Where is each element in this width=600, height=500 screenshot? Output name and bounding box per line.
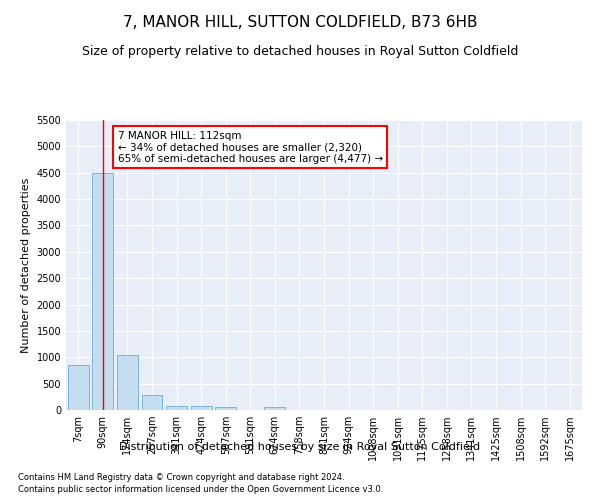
- Y-axis label: Number of detached properties: Number of detached properties: [21, 178, 31, 352]
- Text: 7, MANOR HILL, SUTTON COLDFIELD, B73 6HB: 7, MANOR HILL, SUTTON COLDFIELD, B73 6HB: [123, 15, 477, 30]
- Text: Contains public sector information licensed under the Open Government Licence v3: Contains public sector information licen…: [18, 485, 383, 494]
- Text: Contains HM Land Registry data © Crown copyright and database right 2024.: Contains HM Land Registry data © Crown c…: [18, 472, 344, 482]
- Bar: [166, 406, 187, 410]
- Bar: [265, 408, 286, 410]
- Bar: [191, 406, 212, 410]
- Bar: [117, 354, 138, 410]
- Bar: [215, 408, 236, 410]
- Bar: [142, 395, 163, 410]
- Bar: [68, 365, 89, 410]
- Text: 7 MANOR HILL: 112sqm
← 34% of detached houses are smaller (2,320)
65% of semi-de: 7 MANOR HILL: 112sqm ← 34% of detached h…: [118, 130, 383, 164]
- Bar: [92, 172, 113, 410]
- Text: Distribution of detached houses by size in Royal Sutton Coldfield: Distribution of detached houses by size …: [119, 442, 481, 452]
- Text: Size of property relative to detached houses in Royal Sutton Coldfield: Size of property relative to detached ho…: [82, 45, 518, 58]
